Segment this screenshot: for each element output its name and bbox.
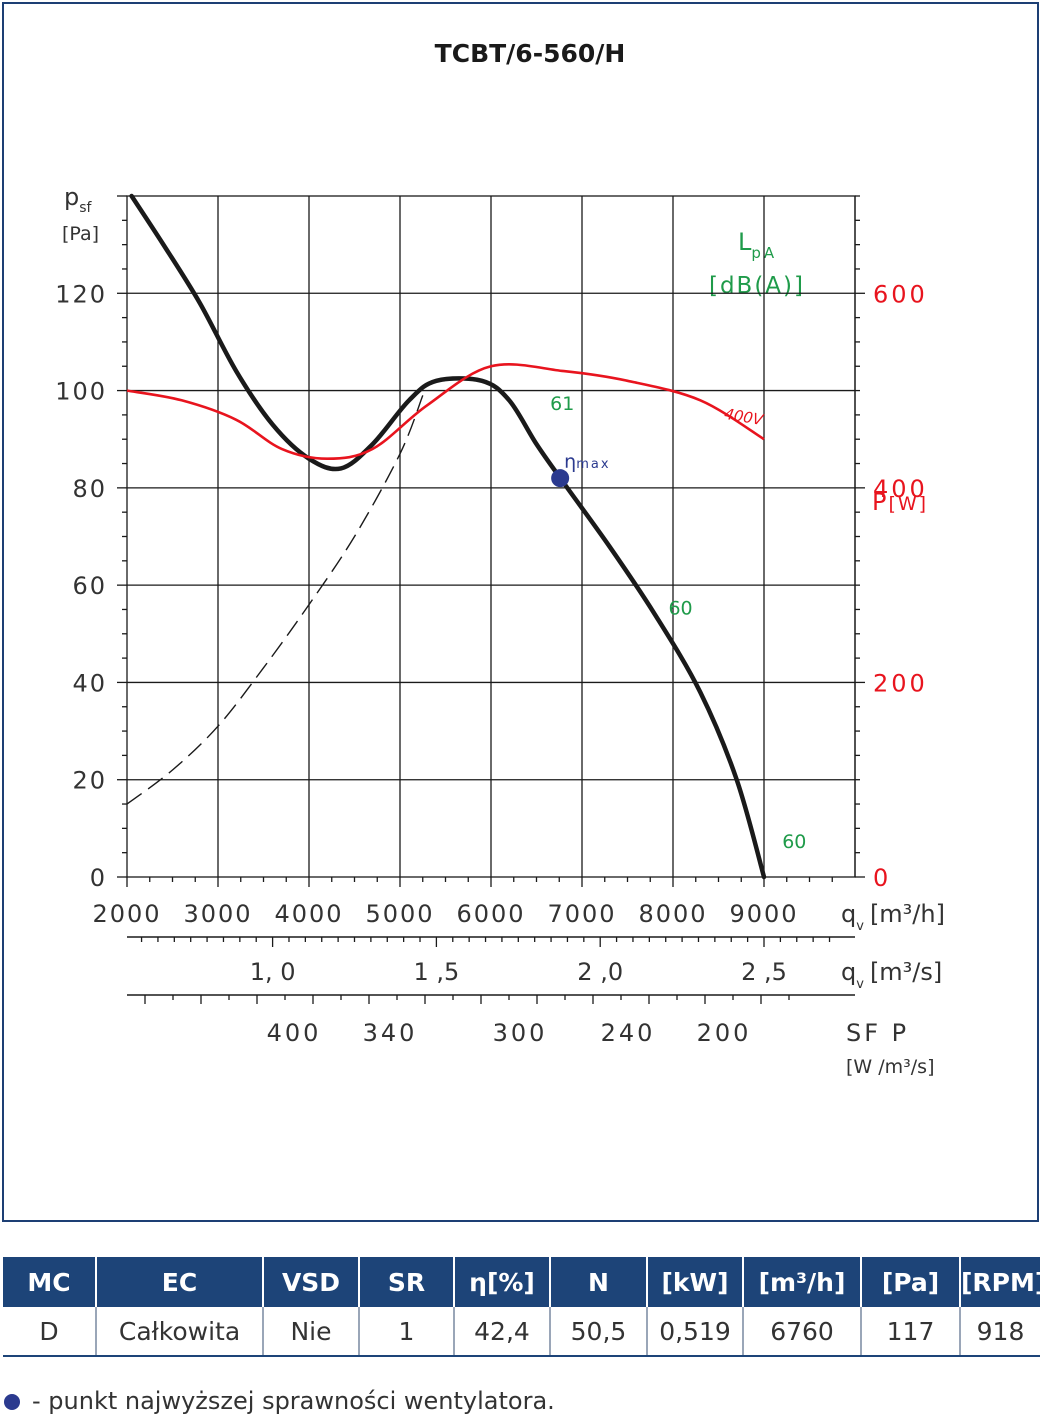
eta-max-label: ηmax (564, 451, 610, 473)
header-rpm: [RPM] (959, 1257, 1045, 1307)
cell-eta: 42,4 (453, 1307, 550, 1357)
x2-tick-label: 1, 0 (250, 958, 296, 986)
header-eta: η[%] (453, 1257, 550, 1307)
power-curve (126, 363, 765, 461)
x-axis-label-unit: [m³/h] (870, 900, 945, 928)
lpa-label-sub: pA (751, 244, 777, 262)
x-axis-label-sub: v (856, 919, 864, 934)
cell-m3h: 6760 (742, 1307, 861, 1357)
header-pa: [Pa] (860, 1257, 960, 1307)
x-tick-label: 9000 (729, 900, 798, 928)
y-axis-unit: [Pa] (62, 223, 99, 245)
sfp-label: SF P (846, 1019, 909, 1047)
header-m3h: [m³/h] (742, 1257, 861, 1307)
y-axis-label-main: p (64, 183, 79, 211)
pressure-curve (129, 193, 767, 880)
x-tick-label: 5000 (365, 900, 434, 928)
y-tick-label: 80 (72, 475, 107, 503)
series-layer (126, 193, 767, 880)
x-tick-label: 8000 (638, 900, 707, 928)
y-tick-label: 60 (72, 572, 107, 600)
sfp-tick-label: 240 (601, 1019, 656, 1047)
legend-note: - punkt najwyższej sprawności wentylator… (4, 1387, 555, 1415)
x2-axis-label-main: q (841, 958, 856, 986)
x-axis-label-main: q (841, 900, 856, 928)
cell-n: 50,5 (549, 1307, 647, 1357)
eta-max-label-sub: max (576, 457, 610, 472)
power-tick-label: 400 (873, 475, 928, 503)
spec-table: MC EC VSD SR η[%] N [kW] [m³/h] [Pa] [RP… (3, 1257, 1045, 1357)
x-tick-label: 7000 (547, 900, 616, 928)
y-tick-label: 20 (72, 767, 107, 795)
power-axis-label-unit: [W] (888, 493, 928, 515)
y-axis-label-sub: sf (79, 200, 92, 216)
sfp-tick-label: 400 (267, 1019, 322, 1047)
header-vsd: VSD (262, 1257, 359, 1307)
cell-rpm: 918 (959, 1307, 1040, 1357)
spec-table-header: MC EC VSD SR η[%] N [kW] [m³/h] [Pa] [RP… (3, 1257, 1045, 1307)
table-row: D Całkowita Nie 1 42,4 50,5 0,519 6760 1… (3, 1307, 1040, 1357)
y-axis-label: psf (64, 183, 93, 216)
lpa-unit: [dB(A)] (709, 273, 805, 299)
lpa-annotation: 60 (668, 597, 692, 619)
system-curve-dashed (126, 395, 424, 805)
x2-axis-label-sub: v (856, 977, 864, 992)
power-tick-label: 600 (873, 280, 928, 308)
x-tick-label: 2000 (92, 900, 161, 928)
tick-labels: 0 20 40 60 80 100 120 0 200 400 600 2000 3000 4000 500… (55, 280, 928, 1047)
lpa-annotation: 60 (782, 831, 806, 853)
y-tick-label: 120 (55, 280, 107, 308)
header-n: N (549, 1257, 647, 1307)
chart-title: TCBT/6-560/H (435, 39, 626, 68)
eta-max-label-main: η (564, 451, 576, 473)
power-tick-label: 200 (873, 669, 928, 697)
sfp-unit: [W /m³/s] (846, 1056, 934, 1078)
x-tick-label: 6000 (456, 900, 525, 928)
cell-sr: 1 (358, 1307, 454, 1357)
lpa-label-main: L (738, 228, 752, 256)
grid (126, 195, 856, 878)
x2-axis-label: qv [m³/s] (841, 958, 942, 992)
power-curve-label: 400V (723, 405, 766, 430)
x-tick-label: 3000 (183, 900, 252, 928)
sfp-tick-label: 300 (493, 1019, 548, 1047)
sfp-tick-label: 340 (363, 1019, 418, 1047)
x-axis-label: qv [m³/h] (841, 900, 945, 934)
sfp-tick-label: 200 (697, 1019, 752, 1047)
x2-tick-label: 2 ,0 (577, 958, 623, 986)
power-axis-label-main: P (872, 488, 886, 516)
power-tick-label: 0 (873, 864, 891, 892)
lpa-annotation: 61 (550, 393, 574, 415)
x-tick-label: 4000 (274, 900, 343, 928)
header-ec: EC (95, 1257, 263, 1307)
cell-pa: 117 (860, 1307, 960, 1357)
axis-ticks (117, 195, 865, 1004)
header-kw: [kW] (646, 1257, 743, 1307)
x2-tick-label: 1 ,5 (414, 958, 460, 986)
lpa-label: LpA (738, 228, 777, 262)
cell-vsd: Nie (262, 1307, 359, 1357)
performance-chart: TCBT/6-560/H psf [Pa] LpA [dB(A)] P [W] 0… (55, 39, 945, 1078)
x2-axis-label-unit: [m³/s] (870, 958, 942, 986)
chart-frame (2, 2, 1039, 1222)
power-axis-label: P [W] (872, 488, 928, 516)
legend-note-text: - punkt najwyższej sprawności wentylator… (32, 1387, 555, 1415)
eta-max-point (551, 469, 570, 488)
cell-mc: D (3, 1307, 96, 1357)
x2-tick-label: 2 ,5 (741, 958, 787, 986)
y-tick-label: 100 (55, 378, 107, 406)
cell-kw: 0,519 (646, 1307, 743, 1357)
y-tick-label: 40 (72, 669, 107, 697)
header-sr: SR (358, 1257, 454, 1307)
header-mc: MC (3, 1257, 96, 1307)
eta-max-dot-icon (4, 1394, 20, 1410)
cell-ec: Całkowita (95, 1307, 263, 1357)
y-tick-label: 0 (90, 864, 107, 892)
